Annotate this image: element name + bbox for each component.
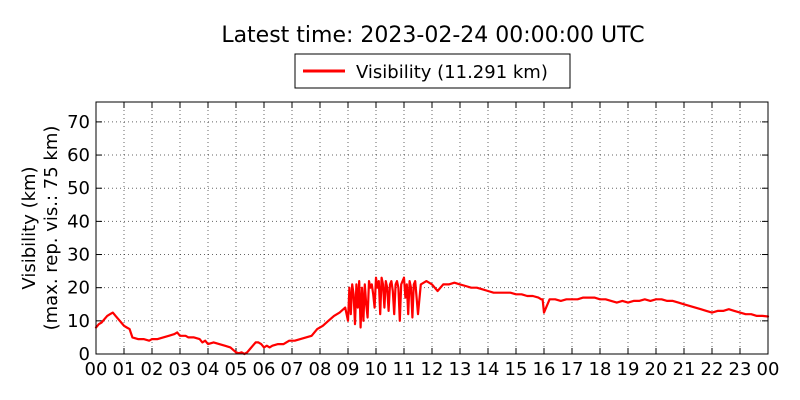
x-tick-label: 08 [309,359,332,380]
y-tick-label: 10 [67,311,90,332]
x-tick-label: 15 [505,359,528,380]
x-tick-label: 18 [589,359,612,380]
x-tick-label: 02 [141,359,164,380]
x-tick-label: 21 [673,359,696,380]
x-tick-label: 20 [645,359,668,380]
x-tick-label: 09 [337,359,360,380]
chart-title: Latest time: 2023-02-24 00:00:00 UTC [221,23,644,48]
x-tick-label: 16 [533,359,556,380]
x-tick-label: 03 [169,359,192,380]
y-tick-label: 60 [67,145,90,166]
y-tick-label: 20 [67,278,90,299]
x-tick-label: 23 [729,359,752,380]
x-tick-label: 00 [85,359,108,380]
y-tick-label: 70 [67,112,90,133]
x-tick-label: 12 [421,359,444,380]
visibility-series-line [94,276,770,356]
x-tick-label: 04 [197,359,220,380]
x-tick-label: 01 [113,359,136,380]
y-tick-label: 50 [67,178,90,199]
x-tick-label: 17 [561,359,584,380]
legend: Visibility (11.291 km) [294,53,571,89]
x-tick-label: 13 [449,359,472,380]
y-axis-label: Visibility (km) (max. rep. vis.: 75 km) [19,126,62,331]
plot-frame [95,101,769,355]
x-tick-label: 10 [365,359,388,380]
x-tick-label: 00 [757,359,780,380]
legend-label: Visibility (11.291 km) [356,62,548,83]
series-layer [94,276,770,356]
x-tick-label: 11 [393,359,416,380]
grid [95,102,769,355]
y-tick-label: 40 [67,211,90,232]
x-tick-label: 06 [253,359,276,380]
y-tick-label: 0 [79,344,90,365]
y-tick-label: 30 [67,245,90,266]
x-tick-label: 07 [281,359,304,380]
x-tick-label: 14 [477,359,500,380]
y-axis-label-line1: Visibility (km) [19,166,40,289]
x-tick-label: 22 [701,359,724,380]
x-tick-label: 05 [225,359,248,380]
y-axis-label-line2: (max. rep. vis.: 75 km) [41,126,62,331]
x-tick-label: 19 [617,359,640,380]
